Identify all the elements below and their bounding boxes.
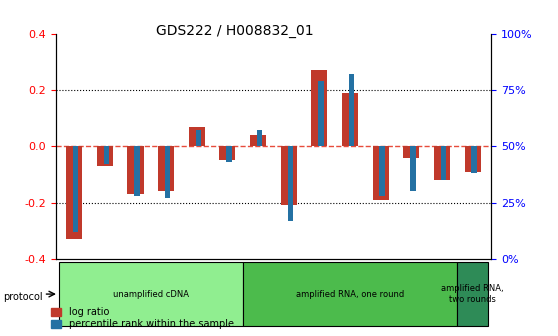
Text: amplified RNA, one round: amplified RNA, one round bbox=[296, 290, 404, 299]
Bar bbox=[373, 146, 389, 200]
Bar bbox=[189, 127, 205, 146]
Bar bbox=[257, 130, 262, 146]
Text: amplified RNA,
two rounds: amplified RNA, two rounds bbox=[441, 284, 504, 304]
Bar bbox=[104, 146, 109, 164]
Bar bbox=[342, 93, 358, 146]
Bar bbox=[165, 146, 170, 198]
Bar bbox=[219, 146, 235, 160]
Bar bbox=[287, 146, 293, 220]
Bar bbox=[281, 146, 297, 205]
Bar bbox=[66, 146, 82, 239]
Bar bbox=[349, 74, 354, 146]
Text: unamplified cDNA: unamplified cDNA bbox=[113, 290, 189, 299]
Bar bbox=[318, 81, 324, 146]
Bar bbox=[195, 130, 201, 146]
Bar bbox=[250, 135, 266, 146]
Bar bbox=[226, 146, 232, 162]
Legend: log ratio, percentile rank within the sample: log ratio, percentile rank within the sa… bbox=[50, 305, 236, 331]
Bar bbox=[458, 262, 488, 326]
Bar bbox=[243, 262, 458, 326]
Bar bbox=[134, 146, 140, 196]
Bar bbox=[434, 146, 450, 180]
Text: GDS222 / H008832_01: GDS222 / H008832_01 bbox=[156, 24, 313, 38]
Bar bbox=[410, 146, 416, 191]
Text: protocol: protocol bbox=[3, 292, 42, 302]
Bar bbox=[403, 146, 420, 158]
Bar bbox=[465, 146, 480, 172]
Bar bbox=[59, 262, 243, 326]
Bar bbox=[97, 146, 113, 166]
Bar bbox=[127, 146, 143, 194]
Bar bbox=[73, 146, 79, 232]
Bar bbox=[472, 146, 477, 173]
Bar bbox=[311, 70, 328, 146]
Bar bbox=[441, 146, 446, 180]
Bar bbox=[379, 146, 385, 196]
Bar bbox=[158, 146, 174, 191]
